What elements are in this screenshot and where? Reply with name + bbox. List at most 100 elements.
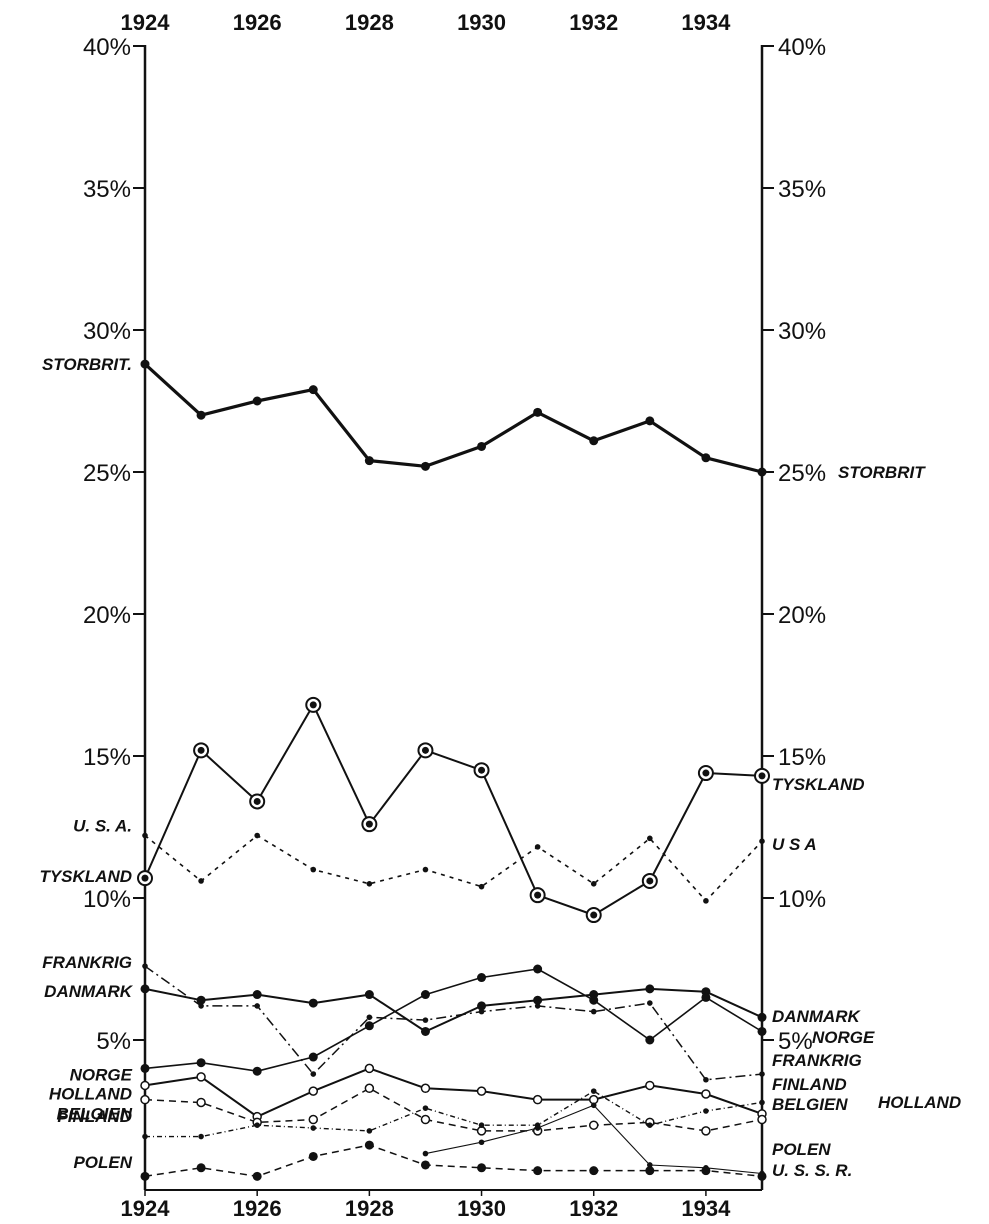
- series-norge-point: [308, 1052, 318, 1062]
- series-holland-point: [588, 1094, 599, 1105]
- series-label-right-storbrit: STORBRIT: [838, 463, 926, 482]
- series-danmark-point: [757, 1012, 767, 1022]
- series-u-s-a-point: [647, 835, 653, 842]
- series-frankrig-point: [142, 963, 148, 969]
- series-tyskland-point-center: [478, 766, 486, 774]
- series-finland-point: [590, 1088, 597, 1094]
- series-label-right-frankrig: FRANKRIG: [772, 1051, 862, 1070]
- series-line-tyskland: [144, 703, 763, 916]
- series-finland: [142, 1088, 765, 1140]
- series-tyskland-point-center: [590, 911, 598, 919]
- series-polen-point: [478, 1139, 485, 1146]
- series-label-right-danmark: DANMARK: [772, 1007, 862, 1026]
- series-polen-point: [534, 1125, 541, 1131]
- series-tyskland: [137, 696, 770, 924]
- series-polen-point: [590, 1102, 597, 1109]
- y-tick-label-left: 35%: [83, 176, 131, 203]
- series-finland-point: [759, 1099, 765, 1106]
- series-frankrig-point: [366, 1014, 373, 1021]
- series-u-s-s-r-point: [589, 1166, 599, 1176]
- series-storbrit-point: [477, 441, 487, 451]
- series-label-right-u-s-a: U S A: [772, 835, 817, 854]
- series-danmark-point: [645, 984, 655, 994]
- series-storbrit-point: [364, 456, 374, 466]
- series-belgien-point: [420, 1114, 431, 1125]
- series-polen-point: [647, 1162, 653, 1168]
- series-norge-point: [364, 1021, 374, 1031]
- series-label-right-norge: NORGE: [812, 1028, 875, 1047]
- series-tyskland-point-center: [702, 769, 710, 777]
- series-label-right-u-s-s-r: U. S. S. R.: [772, 1161, 852, 1180]
- series-tyskland-point-center: [253, 797, 261, 805]
- series-norge-point: [589, 995, 599, 1005]
- x-tick-label-bottom: 1928: [345, 1196, 394, 1221]
- series-line-frankrig: [144, 965, 763, 1081]
- series-finland-point: [142, 1133, 148, 1140]
- series-label-right-holland: HOLLAND: [878, 1093, 961, 1112]
- series-storbrit-point: [589, 436, 599, 446]
- series-label-right-belgien: BELGIEN: [772, 1095, 848, 1114]
- x-tick-label-bottom: 1934: [681, 1196, 731, 1221]
- series-tyskland-point-center: [197, 746, 205, 754]
- series-holland-point: [476, 1086, 487, 1096]
- series-u-s-s-r: [140, 1140, 767, 1181]
- series-line-norge: [144, 968, 763, 1072]
- series-u-s-a-point: [703, 898, 709, 904]
- series-frankrig-point: [310, 1071, 317, 1077]
- y-tick-label-right: 10%: [778, 886, 826, 913]
- series-u-s-s-r-point: [364, 1140, 374, 1150]
- series-frankrig-point: [422, 1017, 429, 1023]
- series-label-right-finland: FINLAND: [772, 1075, 847, 1094]
- series-u-s-s-r-point: [645, 1166, 655, 1176]
- series-frankrig-point: [534, 1003, 541, 1009]
- series-danmark-point: [140, 984, 150, 994]
- series-u-s-s-r-point: [420, 1160, 430, 1170]
- series-danmark-point: [364, 990, 374, 1000]
- series-u-s-a-point: [590, 881, 597, 887]
- y-tick-label-right: 15%: [778, 744, 826, 771]
- series-u-s-a-point: [534, 844, 541, 850]
- series-u-s-a-point: [198, 878, 204, 884]
- series-u-s-s-r-point: [757, 1171, 767, 1181]
- series-label-left-danmark: DANMARK: [44, 982, 134, 1001]
- series-norge-point: [701, 992, 711, 1002]
- series-belgien-point: [757, 1114, 767, 1125]
- series-norge: [140, 964, 767, 1076]
- series-u-s-s-r-point: [308, 1151, 318, 1161]
- series-u-s-s-r-point: [252, 1171, 262, 1181]
- axes: 40% 40% 35% 35% 30% 30% 25% 25% 20% 20% 15% 15% 10% 1…: [83, 10, 826, 1221]
- series-u-s-a-point: [142, 832, 148, 839]
- series-line-storbrit: [143, 362, 763, 474]
- series-frankrig-point: [759, 1071, 765, 1077]
- series-tyskland-point-center: [534, 891, 542, 899]
- series-danmark-point: [252, 990, 262, 1000]
- series-holland-point: [140, 1080, 150, 1091]
- x-tick-label-bottom: 1932: [569, 1196, 618, 1221]
- y-tick-label-left: 40%: [83, 34, 131, 61]
- series-holland-point: [196, 1072, 206, 1082]
- series-storbrit: [140, 359, 767, 477]
- y-tick-label-right: 35%: [778, 176, 826, 203]
- series-label-left-norge: NORGE: [70, 1065, 133, 1084]
- y-tick-label-right: 5%: [778, 1028, 813, 1055]
- series-tyskland-point-center: [646, 877, 654, 885]
- series-label-left-holland: HOLLAND: [49, 1084, 132, 1103]
- series-line-belgien: [144, 1087, 763, 1132]
- series-u-s-s-r-point: [533, 1166, 543, 1176]
- series-danmark-point: [533, 995, 543, 1005]
- series-line-u-s-a: [144, 834, 763, 902]
- series-danmark: [140, 984, 767, 1036]
- y-tick-label-right: 40%: [778, 34, 826, 61]
- series-tyskland-point-center: [365, 820, 373, 828]
- series-u-s-s-r-point: [477, 1163, 487, 1173]
- series-storbrit-point: [533, 407, 543, 417]
- series-layer: [137, 359, 770, 1181]
- y-tick-label-left: 20%: [83, 602, 131, 629]
- y-tick-label-left: 15%: [83, 744, 131, 771]
- y-tick-label-left: 10%: [83, 886, 131, 913]
- series-label-right-polen: POLEN: [772, 1140, 831, 1159]
- series-frankrig-point: [254, 1003, 260, 1009]
- series-norge-point: [533, 964, 543, 974]
